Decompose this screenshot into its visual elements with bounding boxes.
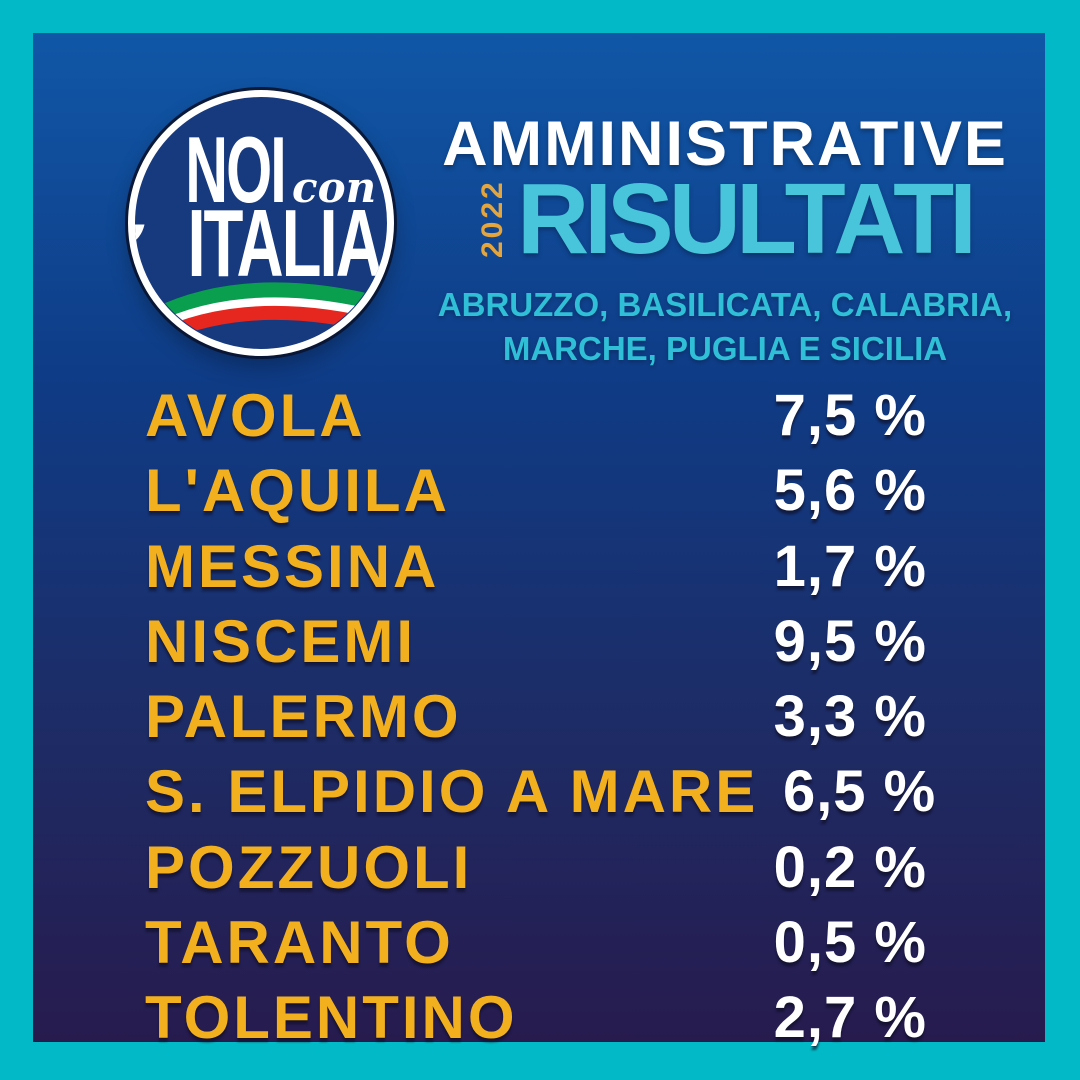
regions-subtitle: ABRUZZO, BASILICATA, CALABRIA, MARCHE, P… xyxy=(429,283,1021,371)
year-label: 2022 xyxy=(476,179,510,259)
result-row: L'AQUILA 5,6 % xyxy=(145,461,927,521)
result-row: AVOLA 7,5 % xyxy=(145,386,927,446)
city-name: PALERMO xyxy=(145,683,462,750)
regions-line-2: MARCHE, PUGLIA E SICILIA xyxy=(502,329,948,367)
logo-text-apostrophe-l: l’ xyxy=(135,215,148,287)
city-name: AVOLA xyxy=(145,382,366,449)
result-row: PALERMO 3,3 % xyxy=(145,687,927,747)
regions-line-1: ABRUZZO, BASILICATA, CALABRIA, xyxy=(437,286,1013,323)
result-value: 7,5 % xyxy=(773,383,927,448)
city-name: MESSINA xyxy=(145,532,440,600)
result-value: 5,6 % xyxy=(773,458,927,524)
logo-text-italia: ITALIA xyxy=(187,190,383,298)
title-risultati: RISULTATI xyxy=(517,163,977,275)
result-value: 0,5 % xyxy=(773,909,927,975)
city-name: NISCEMI xyxy=(145,607,417,675)
city-name: POZZUOLI xyxy=(145,833,473,901)
city-name: L'AQUILA xyxy=(145,457,450,525)
title-amministrative: AMMINISTRATIVE xyxy=(442,109,1008,179)
result-value: 2,7 % xyxy=(773,985,927,1050)
italian-flag-icon xyxy=(136,282,386,348)
city-name: S. ELPIDIO A MARE xyxy=(145,758,759,826)
result-value: 1,7 % xyxy=(773,533,927,599)
result-row: MESSINA 1,7 % xyxy=(145,532,927,600)
results-list: AVOLA 7,5 % L'AQUILA 5,6 % MESSINA 1,7 %… xyxy=(145,386,935,1048)
city-name: TARANTO xyxy=(145,908,454,976)
result-row: NISCEMI 9,5 % xyxy=(145,607,927,675)
result-value: 0,2 % xyxy=(773,834,927,900)
result-value: 6,5 % xyxy=(782,759,937,825)
result-row: TARANTO 0,5 % xyxy=(145,908,927,976)
city-name: TOLENTINO xyxy=(145,984,518,1051)
result-row: TOLENTINO 2,7 % xyxy=(145,988,927,1048)
result-value: 9,5 % xyxy=(773,608,927,674)
title-main-row: 2022 RISULTATI xyxy=(429,163,1021,275)
result-row: POZZUOLI 0,2 % xyxy=(145,833,927,901)
result-row: S. ELPIDIO A MARE 6,5 % xyxy=(145,758,935,826)
logo-text-con: con xyxy=(292,163,377,213)
result-value: 3,3 % xyxy=(773,684,927,749)
logo-text-noi: NOI xyxy=(185,116,287,222)
logo-line-noi: NOI con xyxy=(145,116,387,222)
logo-line-italia: l’ ITALIA xyxy=(135,190,387,298)
